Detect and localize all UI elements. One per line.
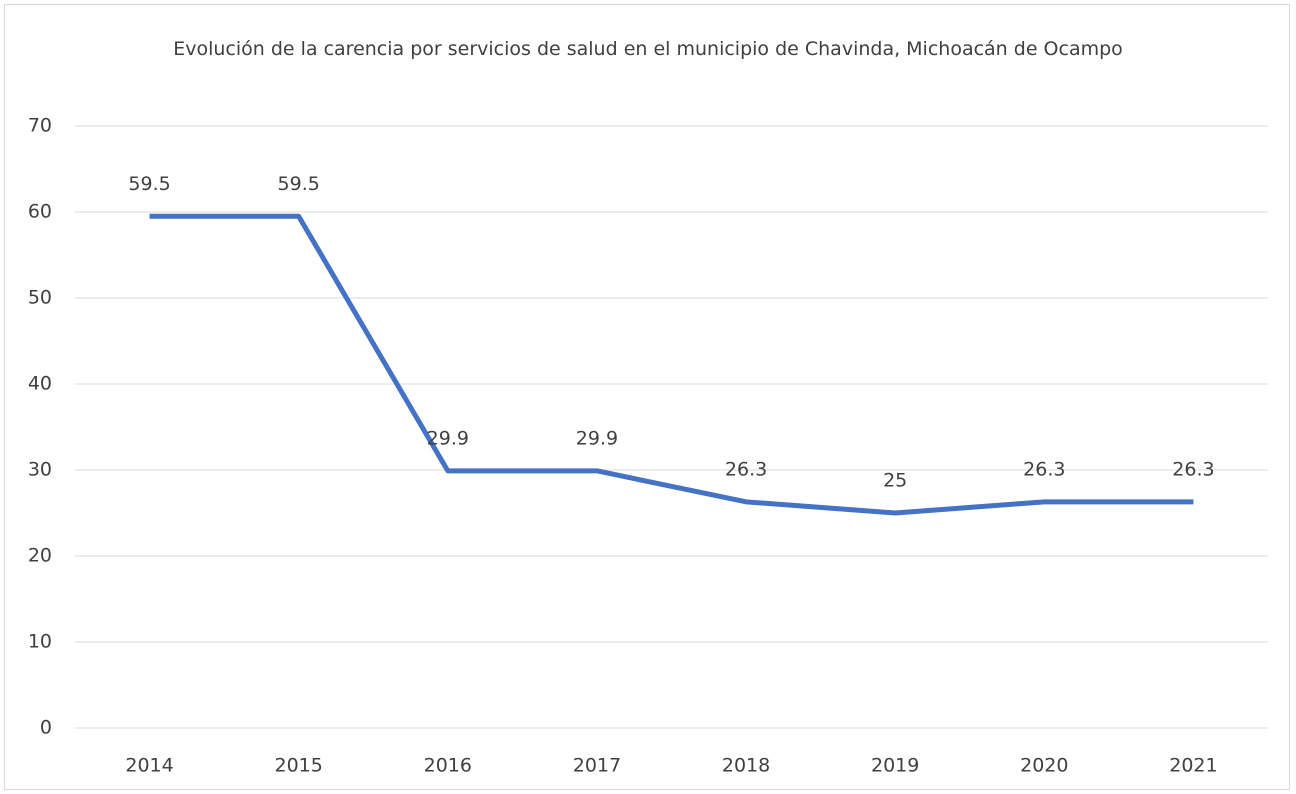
data-label: 26.3	[1023, 458, 1065, 480]
x-tick-label: 2017	[573, 755, 621, 777]
x-tick-label: 2019	[871, 755, 919, 777]
x-tick-label: 2021	[1169, 755, 1217, 777]
x-tick-label: 2015	[275, 755, 323, 777]
y-tick-label: 70	[28, 115, 52, 137]
chart-title: Evolución de la carencia por servicios d…	[173, 38, 1123, 60]
data-label: 26.3	[1172, 458, 1214, 480]
data-label: 59.5	[278, 173, 320, 195]
chart-frame	[4, 4, 1290, 790]
y-tick-label: 10	[28, 631, 52, 653]
y-tick-label: 30	[28, 459, 52, 481]
data-label: 29.9	[427, 427, 469, 449]
y-tick-label: 60	[28, 201, 52, 223]
y-tick-label: 0	[40, 717, 52, 739]
y-tick-label: 20	[28, 545, 52, 567]
data-label: 29.9	[576, 427, 618, 449]
x-tick-label: 2014	[125, 755, 173, 777]
x-tick-label: 2020	[1020, 755, 1068, 777]
line-series	[149, 213, 1194, 516]
data-label: 59.5	[128, 173, 170, 195]
y-tick-label: 40	[28, 373, 52, 395]
data-label: 26.3	[725, 458, 767, 480]
x-tick-label: 2016	[424, 755, 472, 777]
y-tick-label: 50	[28, 287, 52, 309]
x-tick-label: 2018	[722, 755, 770, 777]
data-label: 25	[883, 470, 907, 492]
